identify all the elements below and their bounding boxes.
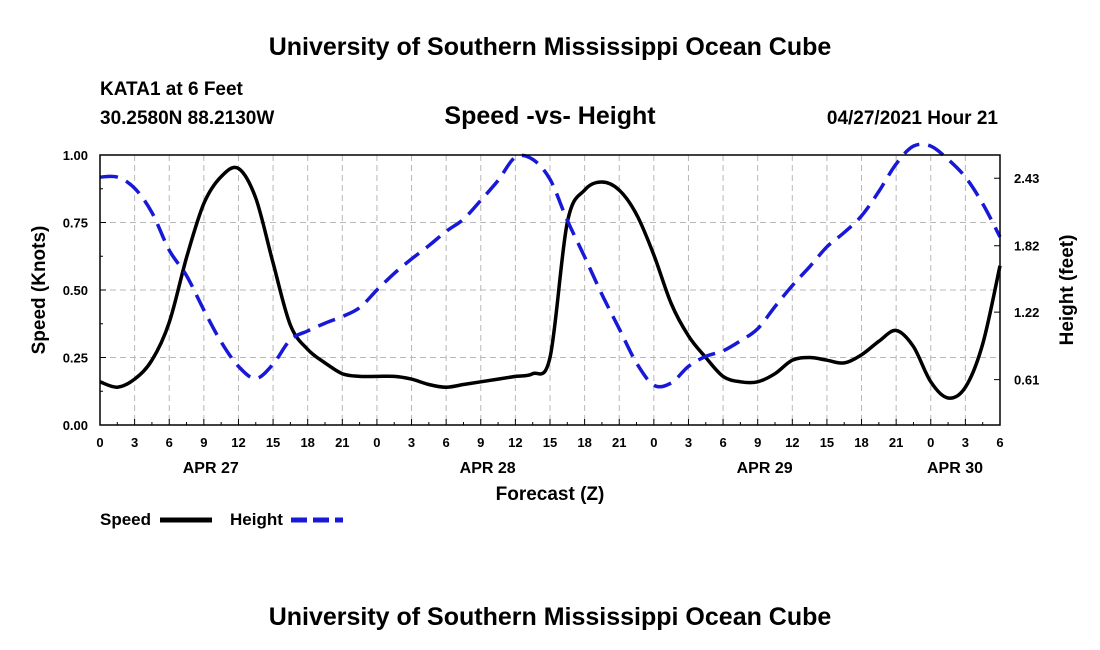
y2-axis-label: Height (feet) bbox=[1057, 235, 1078, 346]
grid-lines bbox=[100, 155, 1000, 425]
x-tick-label: 3 bbox=[962, 435, 969, 450]
y-tick-label: 0.50 bbox=[63, 283, 88, 298]
datetime-label: 04/27/2021 Hour 21 bbox=[827, 108, 999, 129]
series-lines bbox=[99, 142, 1002, 400]
x-tick-label: 9 bbox=[477, 435, 484, 450]
x-tick-label: 3 bbox=[131, 435, 138, 450]
y2-tick-label: 2.43 bbox=[1014, 171, 1039, 186]
x-tick-label: 12 bbox=[785, 435, 799, 450]
x-tick-label: 15 bbox=[543, 435, 557, 450]
series-height-line bbox=[99, 142, 1002, 389]
y-tick-label: 0.00 bbox=[63, 418, 88, 433]
legend: Speed Height bbox=[100, 510, 343, 529]
y-tick-label: 0.75 bbox=[63, 216, 88, 231]
x-tick-label: 21 bbox=[335, 435, 349, 450]
x-axis-label: Forecast (Z) bbox=[496, 484, 605, 505]
x-tick-label: 21 bbox=[889, 435, 903, 450]
y-axis-label: Speed (Knots) bbox=[29, 226, 50, 355]
series-speed-line bbox=[99, 165, 1002, 400]
y2-tick-label: 1.82 bbox=[1014, 239, 1039, 254]
bottom-title: University of Southern Mississippi Ocean… bbox=[269, 603, 832, 631]
station-label: KATA1 at 6 Feet bbox=[100, 79, 244, 100]
top-title: University of Southern Mississippi Ocean… bbox=[269, 33, 832, 61]
y2-tick-label: 1.22 bbox=[1014, 305, 1039, 320]
x-tick-label: 3 bbox=[408, 435, 415, 450]
date-label: APR 30 bbox=[927, 460, 983, 477]
x-tick-label: 9 bbox=[754, 435, 761, 450]
x-tick-label: 0 bbox=[650, 435, 657, 450]
x-tick-label: 6 bbox=[719, 435, 726, 450]
x-tick-label: 18 bbox=[577, 435, 591, 450]
x-tick-label: 3 bbox=[685, 435, 692, 450]
x-tick-label: 0 bbox=[96, 435, 103, 450]
y-tick-label: 1.00 bbox=[63, 148, 88, 163]
x-tick-label: 0 bbox=[373, 435, 380, 450]
x-tick-label: 0 bbox=[927, 435, 934, 450]
x-tick-label: 18 bbox=[300, 435, 314, 450]
date-label: APR 29 bbox=[737, 460, 793, 477]
x-tick-label: 12 bbox=[508, 435, 522, 450]
date-label: APR 28 bbox=[460, 460, 516, 477]
date-label: APR 27 bbox=[183, 460, 239, 477]
x-tick-label: 6 bbox=[443, 435, 450, 450]
coords-label: 30.2580N 88.2130W bbox=[100, 108, 274, 129]
x-tick-label: 21 bbox=[612, 435, 626, 450]
legend-speed-label: Speed bbox=[100, 510, 151, 529]
x-tick-label: 9 bbox=[200, 435, 207, 450]
y2-tick-label: 0.61 bbox=[1014, 373, 1039, 388]
x-tick-label: 18 bbox=[854, 435, 868, 450]
legend-height-label: Height bbox=[230, 510, 283, 529]
axes: 0 3 6 9 12 15 18 21 0 3 6 9 12 15 18 21 0 3 6 9 12 15 18 21 0 3 6A… bbox=[63, 148, 1040, 477]
y-tick-label: 0.25 bbox=[63, 351, 88, 366]
x-tick-label: 12 bbox=[231, 435, 245, 450]
x-tick-label: 15 bbox=[266, 435, 280, 450]
x-tick-label: 6 bbox=[166, 435, 173, 450]
x-tick-label: 15 bbox=[820, 435, 834, 450]
chart-title: Speed -vs- Height bbox=[444, 102, 656, 130]
x-tick-label: 6 bbox=[996, 435, 1003, 450]
